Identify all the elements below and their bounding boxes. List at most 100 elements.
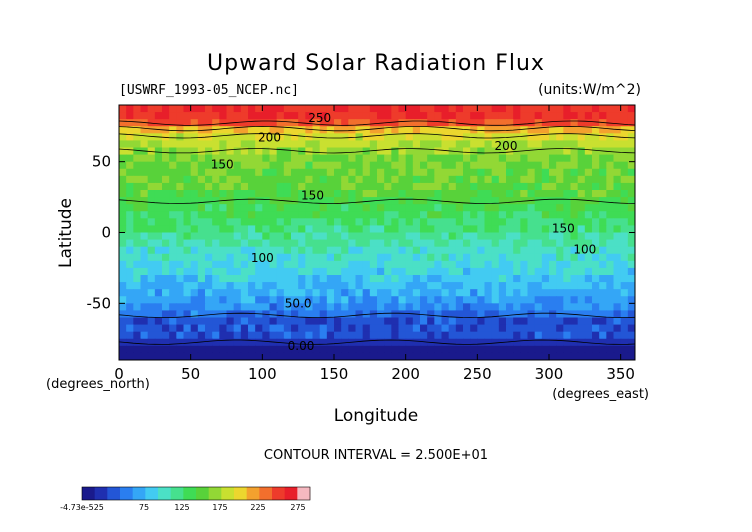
field-cell (176, 105, 185, 113)
field-cell (556, 324, 564, 333)
field-cell (341, 161, 349, 170)
field-cell (541, 211, 550, 219)
field-cell (434, 345, 443, 354)
field-cell (197, 190, 206, 198)
field-cell (169, 147, 177, 156)
field-cell (240, 303, 249, 312)
field-cell (377, 154, 385, 163)
field-cell (570, 331, 579, 340)
field-cell (577, 239, 586, 248)
field-cell (154, 267, 163, 276)
field-cell (212, 232, 220, 241)
field-cell (498, 168, 507, 177)
field-cell (434, 168, 443, 177)
field-cell (584, 140, 593, 149)
field-cell (162, 105, 170, 113)
field-cell (298, 154, 306, 163)
field-cell (470, 154, 478, 163)
colorbar-swatch (183, 487, 197, 500)
x-tick-label: 350 (606, 365, 635, 383)
field-cell (563, 260, 572, 269)
field-cell (169, 197, 177, 205)
field-cell (140, 175, 149, 184)
field-cell (126, 282, 134, 290)
field-cell (269, 282, 278, 290)
field-cell (312, 253, 321, 262)
field-cell (248, 282, 256, 290)
field-cell (219, 253, 228, 262)
field-cell (420, 275, 428, 283)
field-cell (326, 218, 335, 227)
field-cell (563, 225, 572, 234)
field-cell (126, 267, 134, 276)
field-cell (506, 260, 514, 269)
field-cell (491, 310, 500, 319)
field-cell (405, 211, 414, 219)
field-cell (248, 324, 256, 333)
field-cell (470, 338, 478, 347)
field-cell (434, 303, 443, 312)
field-cell (384, 345, 392, 354)
field-cell (427, 296, 435, 304)
field-cell (126, 147, 134, 156)
field-cell (377, 225, 385, 234)
field-cell (606, 275, 615, 283)
field-cell (513, 140, 521, 149)
field-cell (484, 345, 493, 354)
field-cell (620, 161, 629, 170)
field-cell (527, 126, 536, 134)
field-cell (233, 253, 242, 262)
field-cell (620, 147, 629, 156)
field-cell (455, 161, 464, 170)
field-cell (298, 175, 306, 184)
field-cell (197, 331, 206, 340)
field-cell (334, 260, 342, 269)
field-cell (427, 218, 435, 227)
field-cell (291, 211, 299, 219)
field-cell (398, 225, 407, 234)
field-cell (599, 267, 607, 276)
field-cell (269, 232, 278, 241)
field-cell (570, 239, 579, 248)
field-cell (606, 331, 615, 340)
field-cell (484, 161, 493, 170)
field-cell (119, 175, 127, 184)
field-cell (441, 310, 450, 319)
field-cell (549, 126, 557, 134)
field-cell (269, 303, 278, 312)
field-cell (226, 246, 235, 255)
field-cell (212, 338, 220, 347)
field-cell (276, 140, 285, 149)
field-cell (412, 140, 421, 149)
field-cell (298, 331, 306, 340)
field-cell (549, 161, 557, 170)
field-cell (470, 253, 478, 262)
field-cell (563, 133, 572, 142)
field-cell (606, 168, 615, 177)
field-cell (341, 331, 349, 340)
colorbar-swatch (158, 487, 172, 500)
field-cell (305, 161, 314, 170)
field-cell (283, 119, 292, 127)
field-cell (319, 218, 328, 227)
field-cell (212, 282, 220, 290)
field-cell (384, 246, 392, 255)
field-cell (477, 204, 486, 212)
field-cell (506, 175, 514, 184)
field-cell (326, 296, 335, 304)
field-cell (355, 260, 364, 269)
field-cell (169, 317, 177, 326)
field-cell (606, 140, 615, 149)
field-cell (298, 267, 306, 276)
field-cell (534, 317, 543, 326)
field-cell (326, 303, 335, 312)
field-cell (283, 246, 292, 255)
field-cell (412, 275, 421, 283)
field-cell (470, 119, 478, 127)
field-cell (484, 260, 493, 269)
contour-line (119, 312, 635, 319)
field-cell (154, 303, 163, 312)
field-cell (613, 296, 622, 304)
field-cell (190, 161, 199, 170)
field-cell (391, 317, 400, 326)
